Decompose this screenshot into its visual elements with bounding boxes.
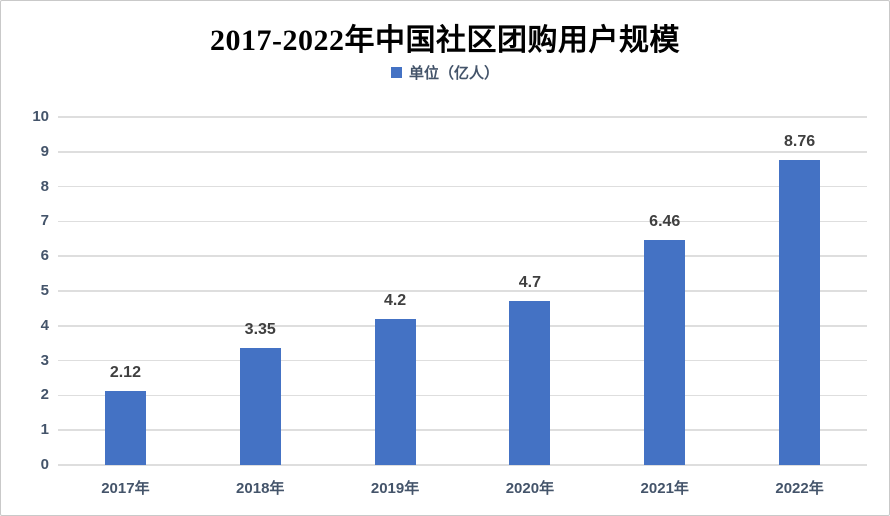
y-tick-label: 3	[40, 351, 49, 369]
gridline	[58, 116, 867, 118]
gridline	[58, 255, 867, 257]
bar-value-label: 2.12	[109, 364, 141, 382]
y-tick-label: 6	[40, 247, 49, 265]
bar-2019年	[374, 318, 416, 465]
x-tick-label: 2017年	[101, 480, 150, 497]
x-tick-label: 2019年	[370, 480, 420, 497]
bar-2021年	[644, 240, 686, 465]
bar-value-label: 3.35	[244, 321, 276, 339]
bar-value-label: 6.46	[649, 213, 681, 231]
y-tick-label: 4	[40, 316, 49, 334]
bar-value-label: 4.7	[518, 274, 542, 292]
gridline	[58, 151, 867, 153]
y-tick-label: 2	[40, 386, 49, 404]
gridline	[58, 394, 867, 397]
legend: 单位（亿人）	[1, 62, 889, 83]
gridline	[58, 359, 867, 362]
gridline	[58, 325, 867, 327]
x-axis-line	[58, 464, 867, 466]
y-tick-label: 9	[40, 142, 49, 160]
bar-2020年	[509, 301, 551, 465]
gridline	[58, 429, 867, 431]
bar-2018年	[239, 348, 281, 465]
gridline	[58, 290, 867, 292]
y-tick-label: 8	[40, 177, 49, 195]
x-tick-label: 2022年	[775, 480, 824, 497]
y-tick-label: 7	[40, 212, 49, 230]
y-tick-label: 5	[40, 282, 49, 299]
bar-value-label: 4.2	[383, 291, 407, 309]
chart-title: 2017-2022年中国社区团购用户规模	[210, 24, 680, 57]
x-tick-label: 2018年	[236, 480, 285, 497]
bar-2022年	[779, 160, 821, 465]
y-tick-label: 0	[40, 456, 49, 473]
gridline	[58, 185, 867, 188]
x-tick-label: 2021年	[640, 480, 689, 497]
y-tick-label: 1	[40, 421, 49, 439]
gridline	[58, 220, 867, 223]
x-tick-label: 2020年	[505, 480, 555, 497]
legend-swatch-icon	[390, 67, 402, 78]
bar-value-label: 8.76	[784, 133, 816, 151]
y-tick-label: 10	[32, 108, 49, 125]
legend-label: 单位（亿人）	[408, 65, 499, 82]
bar-2017年	[104, 391, 146, 465]
